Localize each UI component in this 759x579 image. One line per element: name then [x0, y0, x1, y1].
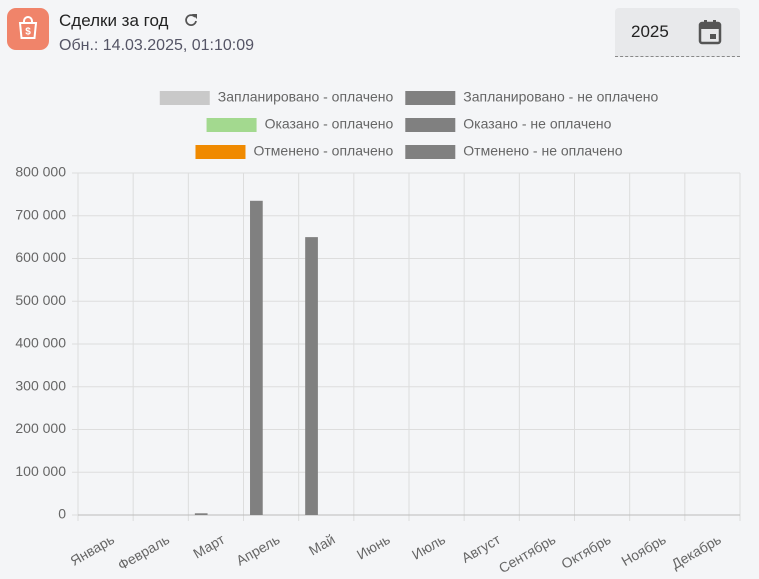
x-tick-label: Июнь — [354, 531, 393, 563]
y-tick-label: 0 — [58, 506, 66, 522]
legend-label: Запланировано - оплачено — [218, 89, 394, 105]
bar — [305, 237, 318, 515]
y-tick-label: 200 000 — [15, 420, 66, 436]
x-tick-label: Апрель — [233, 531, 282, 569]
x-tick-label: Декабрь — [668, 531, 723, 572]
refresh-button[interactable] — [184, 13, 198, 27]
x-tick-label: Август — [459, 531, 504, 566]
x-tick-label: Май — [306, 531, 338, 559]
y-tick-label: 800 000 — [15, 164, 66, 180]
y-tick-label: 300 000 — [15, 377, 66, 393]
x-tick-label: Июль — [409, 531, 448, 563]
legend-swatch — [206, 118, 257, 132]
legend-swatch — [405, 145, 456, 159]
legend-label: Запланировано - не оплачено — [463, 89, 658, 105]
x-tick-label: Сентябрь — [496, 531, 558, 576]
x-tick-label: Ноябрь — [619, 531, 669, 569]
x-tick-label: Февраль — [115, 531, 172, 573]
svg-text:$: $ — [25, 27, 31, 38]
year-value: 2025 — [631, 22, 669, 41]
y-tick-label: 400 000 — [15, 335, 66, 351]
calendar-icon — [698, 20, 722, 45]
legend-label: Отменено - не оплачено — [463, 143, 622, 159]
legend-label: Оказано - оплачено — [265, 116, 394, 132]
legend-label: Отменено - оплачено — [253, 143, 393, 159]
app-icon: $ — [7, 8, 49, 50]
subtitle: Обн.: 14.03.2025, 01:10:09 — [59, 37, 255, 54]
legend-label: Оказано - не оплачено — [463, 116, 611, 132]
y-tick-label: 100 000 — [15, 463, 66, 479]
legend-swatch — [159, 91, 210, 105]
y-tick-label: 700 000 — [15, 206, 66, 222]
year-select[interactable]: 2025 — [615, 8, 740, 57]
y-tick-label: 600 000 — [15, 249, 66, 265]
x-tick-label: Январь — [67, 531, 117, 569]
x-tick-label: Март — [190, 531, 228, 562]
y-tick-label: 500 000 — [15, 292, 66, 308]
bar — [250, 200, 263, 515]
legend-swatch — [405, 118, 456, 132]
legend-swatch — [405, 91, 456, 105]
title: Сделки за год — [59, 11, 169, 30]
legend-swatch — [195, 145, 246, 159]
x-tick-label: Октябрь — [558, 531, 613, 572]
bar — [194, 513, 208, 515]
